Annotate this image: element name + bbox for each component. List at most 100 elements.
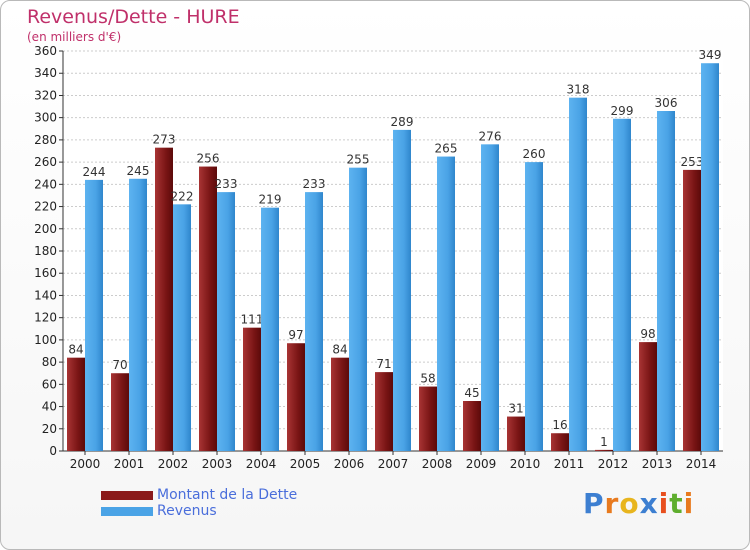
- data-label-revenus: 255: [347, 153, 370, 167]
- data-label-dette: 58: [420, 372, 435, 386]
- data-label-revenus: 244: [83, 165, 106, 179]
- x-tick-label: 2004: [246, 457, 277, 471]
- data-label-dette: 273: [153, 133, 176, 147]
- y-tick-label: 220: [34, 200, 57, 214]
- bar-revenus: [173, 204, 191, 451]
- bar-dette: [419, 386, 437, 451]
- bar-revenus: [437, 156, 455, 452]
- data-label-revenus: 306: [655, 96, 678, 110]
- y-tick-label: 60: [42, 377, 57, 391]
- bar-dette: [639, 342, 657, 451]
- data-label-revenus: 318: [567, 83, 590, 97]
- proxiti-logo: Proxiti: [583, 487, 694, 520]
- data-label-dette: 253: [681, 155, 704, 169]
- x-tick-label: 2006: [334, 457, 365, 471]
- bar-dette: [507, 416, 525, 451]
- y-tick-label: 120: [34, 311, 57, 325]
- x-tick-label: 2007: [378, 457, 409, 471]
- y-tick-label: 0: [49, 444, 57, 458]
- data-label-dette: 71: [376, 357, 391, 371]
- y-tick-label: 260: [34, 155, 57, 169]
- bar-dette: [111, 373, 129, 451]
- bar-dette: [375, 372, 393, 451]
- data-label-dette: 84: [68, 343, 83, 357]
- logo-letter: t: [669, 487, 684, 520]
- y-tick-label: 300: [34, 111, 57, 125]
- y-tick-label: 200: [34, 222, 57, 236]
- data-label-revenus: 222: [171, 189, 194, 203]
- y-tick-label: 340: [34, 66, 57, 80]
- bar-revenus: [129, 178, 147, 451]
- legend-label-dette: Montant de la Dette: [157, 487, 298, 503]
- y-tick-label: 80: [42, 355, 57, 369]
- logo-letter: i: [658, 487, 670, 520]
- legend-label-revenus: Revenus: [157, 503, 217, 519]
- x-tick-label: 2012: [598, 457, 629, 471]
- bar-dette: [155, 147, 173, 451]
- data-label-revenus: 349: [699, 48, 722, 62]
- data-label-dette: 97: [288, 328, 303, 342]
- y-tick-label: 280: [34, 133, 57, 147]
- x-tick-label: 2001: [114, 457, 145, 471]
- data-label-dette: 16: [552, 418, 567, 432]
- legend-swatch-dette: [101, 491, 153, 500]
- y-tick-label: 100: [34, 333, 57, 347]
- data-label-dette: 111: [241, 313, 264, 327]
- y-tick-label: 320: [34, 88, 57, 102]
- data-label-revenus: 276: [479, 129, 502, 143]
- data-label-revenus: 233: [303, 177, 326, 191]
- bar-revenus: [613, 118, 631, 452]
- data-label-revenus: 265: [435, 142, 458, 156]
- bar-revenus: [217, 192, 235, 451]
- x-tick-label: 2005: [290, 457, 321, 471]
- data-label-revenus: 233: [215, 177, 238, 191]
- bar-dette: [287, 343, 305, 451]
- chart-title: Revenus/Dette - HURE: [27, 6, 240, 28]
- x-tick-label: 2013: [642, 457, 673, 471]
- x-tick-label: 2003: [202, 457, 233, 471]
- logo-letter: o: [619, 487, 640, 520]
- x-tick-label: 2000: [70, 457, 101, 471]
- data-label-revenus: 219: [259, 193, 282, 207]
- bar-revenus: [85, 179, 103, 451]
- bar-revenus: [393, 129, 411, 451]
- logo-letter: i: [683, 487, 695, 520]
- data-label-dette: 256: [197, 152, 220, 166]
- y-tick-label: 180: [34, 244, 57, 258]
- bar-dette: [331, 357, 349, 451]
- x-tick-label: 2002: [158, 457, 189, 471]
- bar-dette: [683, 169, 701, 451]
- x-tick-label: 2011: [554, 457, 585, 471]
- bar-dette: [67, 357, 85, 451]
- bar-revenus: [657, 111, 675, 451]
- bar-revenus: [701, 63, 719, 451]
- bar-dette: [199, 166, 217, 452]
- y-tick-label: 20: [42, 422, 57, 436]
- bar-revenus: [569, 97, 587, 452]
- logo-letter: r: [604, 487, 620, 520]
- bar-revenus: [349, 167, 367, 451]
- y-tick-label: 140: [34, 288, 57, 302]
- bar-revenus: [525, 162, 543, 451]
- y-tick-label: 360: [34, 44, 57, 58]
- data-label-revenus: 260: [523, 147, 546, 161]
- x-tick-label: 2014: [686, 457, 717, 471]
- logo-letter: P: [583, 487, 605, 520]
- bar-revenus: [481, 144, 499, 452]
- legend-swatch-revenus: [101, 507, 153, 516]
- data-label-revenus: 245: [127, 164, 150, 178]
- bar-revenus: [305, 192, 323, 451]
- data-label-dette: 70: [112, 358, 127, 372]
- bar-revenus: [261, 207, 279, 451]
- chart-subtitle: (en milliers d'€): [27, 30, 122, 44]
- x-tick-label: 2009: [466, 457, 497, 471]
- data-label-dette: 98: [640, 327, 655, 341]
- y-tick-label: 240: [34, 177, 57, 191]
- x-tick-label: 2008: [422, 457, 453, 471]
- bar-dette: [595, 449, 613, 451]
- bar-dette: [463, 401, 481, 451]
- data-label-dette: 1: [600, 435, 608, 449]
- data-label-dette: 84: [332, 343, 347, 357]
